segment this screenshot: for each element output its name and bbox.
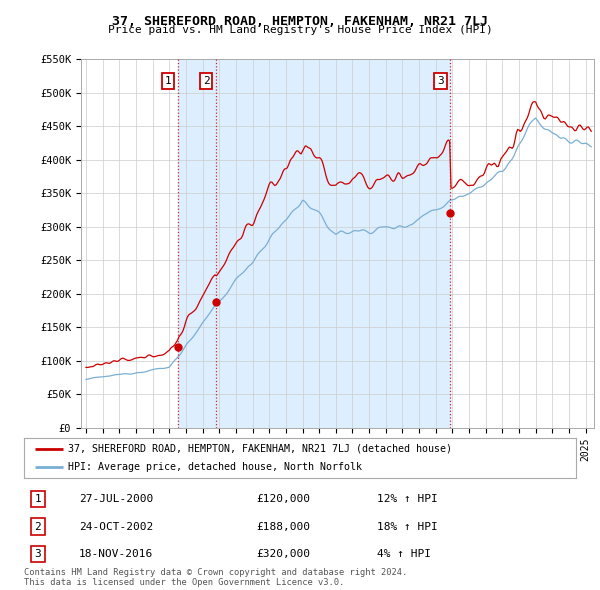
Text: 27-JUL-2000: 27-JUL-2000	[79, 494, 154, 504]
Text: HPI: Average price, detached house, North Norfolk: HPI: Average price, detached house, Nort…	[68, 462, 362, 472]
Text: Price paid vs. HM Land Registry's House Price Index (HPI): Price paid vs. HM Land Registry's House …	[107, 25, 493, 35]
Text: £188,000: £188,000	[256, 522, 310, 532]
Text: 4% ↑ HPI: 4% ↑ HPI	[377, 549, 431, 559]
Text: This data is licensed under the Open Government Licence v3.0.: This data is licensed under the Open Gov…	[24, 578, 344, 587]
Text: 37, SHEREFORD ROAD, HEMPTON, FAKENHAM, NR21 7LJ: 37, SHEREFORD ROAD, HEMPTON, FAKENHAM, N…	[112, 15, 488, 28]
Text: 2: 2	[34, 522, 41, 532]
Text: Contains HM Land Registry data © Crown copyright and database right 2024.: Contains HM Land Registry data © Crown c…	[24, 568, 407, 576]
Text: 12% ↑ HPI: 12% ↑ HPI	[377, 494, 438, 504]
Text: 18-NOV-2016: 18-NOV-2016	[79, 549, 154, 559]
Bar	[178, 59, 216, 428]
Text: 1: 1	[165, 76, 172, 86]
Text: 2: 2	[203, 76, 209, 86]
Text: £320,000: £320,000	[256, 549, 310, 559]
Text: 37, SHEREFORD ROAD, HEMPTON, FAKENHAM, NR21 7LJ (detached house): 37, SHEREFORD ROAD, HEMPTON, FAKENHAM, N…	[68, 444, 452, 454]
Text: 24-OCT-2002: 24-OCT-2002	[79, 522, 154, 532]
Text: 3: 3	[34, 549, 41, 559]
Text: 18% ↑ HPI: 18% ↑ HPI	[377, 522, 438, 532]
Bar	[216, 59, 451, 428]
Text: 3: 3	[437, 76, 444, 86]
Text: £120,000: £120,000	[256, 494, 310, 504]
Text: 1: 1	[34, 494, 41, 504]
